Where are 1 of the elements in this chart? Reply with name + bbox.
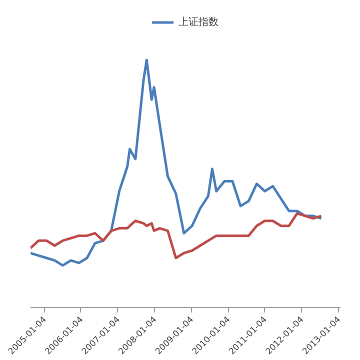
legend-label: 上证指数: [178, 16, 218, 29]
